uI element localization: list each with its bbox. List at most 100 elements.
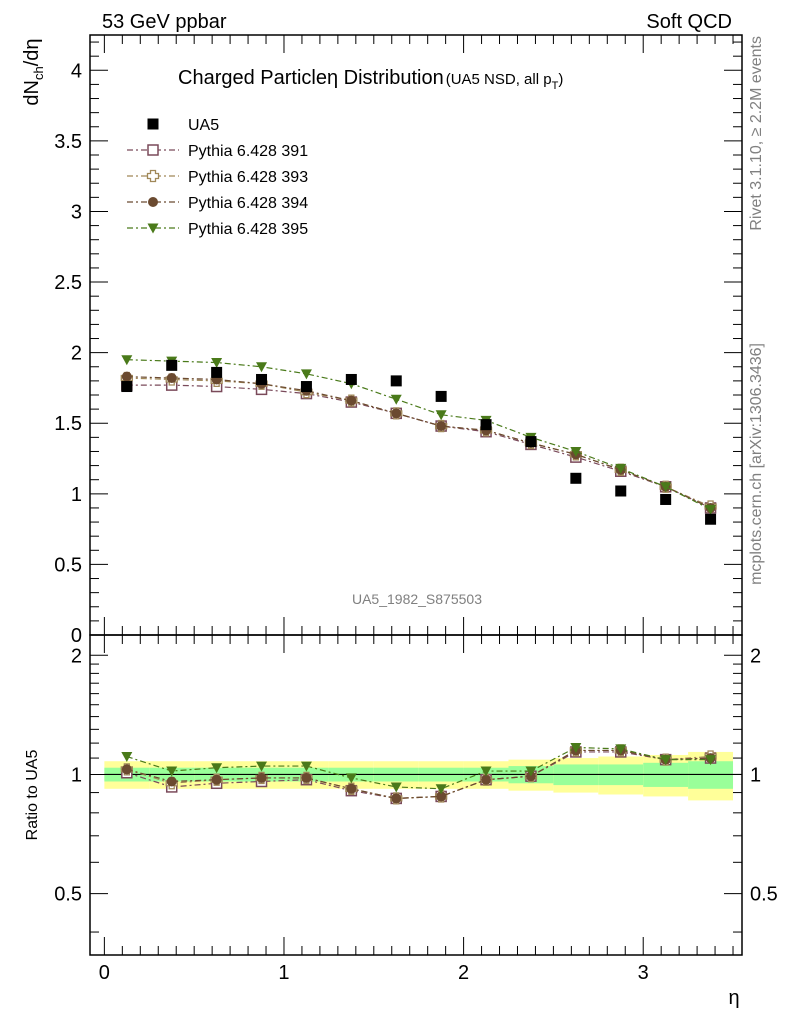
legend-marker (147, 144, 159, 156)
ratio-point (570, 742, 582, 753)
legend-marker (147, 223, 159, 234)
y-tick-label: 1 (71, 484, 82, 506)
ratio-point (256, 772, 267, 783)
ratio-y-tick-label-right: 2 (750, 645, 761, 667)
header-left: 53 GeV ppbar (102, 11, 227, 33)
data-series (121, 359, 717, 525)
ratio-point (481, 774, 492, 785)
ratio-y-tick-label-right: 1 (750, 764, 761, 786)
series-2 (120, 371, 717, 805)
ratio-point (346, 783, 357, 794)
ratio-y-ticks: 0.5 0.5 1 1 2 2 (54, 645, 778, 933)
series-line (126, 376, 711, 509)
ratio-point (121, 764, 132, 775)
ratio-uncertainty-bands (104, 751, 734, 801)
rivet-label: Rivet 3.1.10, ≥ 2.2M events (748, 36, 765, 231)
data-point (705, 513, 717, 525)
x-tick-label: 2 (458, 962, 469, 984)
series-point (390, 394, 402, 405)
ratio-point (301, 772, 312, 783)
data-point (570, 472, 582, 484)
ratio-y-tick-label: 2 (71, 645, 82, 667)
mcplots-label: mcplots.cern.ch [arXiv:1306.3436] (748, 343, 765, 585)
ratio-point (525, 766, 537, 777)
chart-title-rest: Distribution (338, 67, 444, 89)
ratio-point (166, 776, 177, 787)
y-tick-label: 3.5 (54, 131, 82, 153)
x-tick-label: 3 (638, 962, 649, 984)
ratio-point (211, 774, 222, 785)
chart-subtitle-sub: T (552, 80, 559, 92)
chart-title-symbol: η (327, 67, 338, 89)
ratio-y-axis-label: Ratio to UA5 (24, 750, 41, 841)
series-point (436, 421, 447, 432)
ratio-point (435, 784, 447, 795)
ratio-plot-frame (89, 634, 743, 956)
data-point (121, 381, 133, 393)
y-tick-label: 2 (71, 343, 82, 365)
ratio-point (166, 766, 178, 777)
legend-label: Pythia 6.428 395 (188, 221, 308, 238)
ratio-point (480, 766, 492, 777)
series-line (126, 359, 711, 510)
legend-label: Pythia 6.428 391 (188, 143, 308, 160)
series-point (121, 355, 133, 366)
chart-subtitle-close: ) (558, 71, 563, 88)
ratio-point (256, 761, 268, 772)
x-tick-label: 1 (278, 962, 289, 984)
y-axis-label-main: dN (21, 80, 43, 106)
data-point (480, 419, 492, 431)
ratio-point (660, 755, 672, 766)
legend-label: Pythia 6.428 394 (188, 195, 308, 212)
data-point (300, 381, 312, 393)
chart-title-main: Charged Particle (178, 67, 327, 89)
series-point (166, 373, 177, 384)
data-point (256, 373, 268, 385)
ratio-y-tick-label-right: 0.5 (750, 884, 778, 906)
y-tick-label: 0.5 (54, 554, 82, 576)
ratio-point (211, 763, 223, 774)
legend-marker (146, 169, 160, 183)
main-y-ticks: 0 0.5 1 1.5 2 2.5 3 3.5 4 (54, 41, 742, 647)
ratio-point (345, 773, 357, 784)
series-4 (121, 355, 717, 795)
ratio-point (390, 782, 402, 793)
chart-subtitle-main: (UA5 NSD, all p (446, 71, 552, 88)
series-point (615, 463, 627, 474)
y-tick-label: 0 (71, 625, 82, 647)
ratio-point (615, 744, 627, 755)
y-axis-label-rest: /dη (21, 38, 43, 66)
data-point (166, 359, 178, 371)
header-right: Soft QCD (646, 11, 732, 33)
ratio-point (705, 755, 717, 766)
legend: UA5 Pythia 6.428 391 Pythia 6.428 393 Pythi… (127, 117, 308, 238)
ratio-y-tick-label: 1 (71, 764, 82, 786)
ratio-point (391, 793, 402, 804)
ratio-line (126, 746, 711, 790)
legend-label: Pythia 6.428 393 (188, 169, 308, 186)
y-tick-label: 1.5 (54, 413, 82, 435)
y-tick-label: 3 (71, 201, 82, 223)
ratio-point (436, 791, 447, 802)
data-point (390, 375, 402, 387)
chart-title: Charged Particleη Distribution (UA5 NSD, … (178, 67, 563, 92)
series-point (211, 358, 223, 369)
data-point (345, 373, 357, 385)
chart-subtitle: (UA5 NSD, all pT) (446, 71, 564, 92)
legend-marker (148, 197, 158, 207)
x-tick-label: 0 (99, 962, 110, 984)
series-point (121, 371, 132, 382)
ratio-y-tick-label: 0.5 (54, 884, 82, 906)
ratio-point (300, 761, 312, 772)
legend-label: UA5 (188, 117, 219, 134)
data-point (525, 436, 537, 448)
data-point (660, 493, 672, 505)
series-point (391, 408, 402, 419)
data-point (211, 366, 223, 378)
watermark: UA5_1982_S875503 (352, 591, 482, 607)
series-point (300, 369, 312, 380)
svg-text:dNch/dη: dNch/dη (21, 38, 46, 105)
series-point (346, 395, 357, 406)
series-point (435, 410, 447, 421)
data-point (615, 485, 627, 497)
